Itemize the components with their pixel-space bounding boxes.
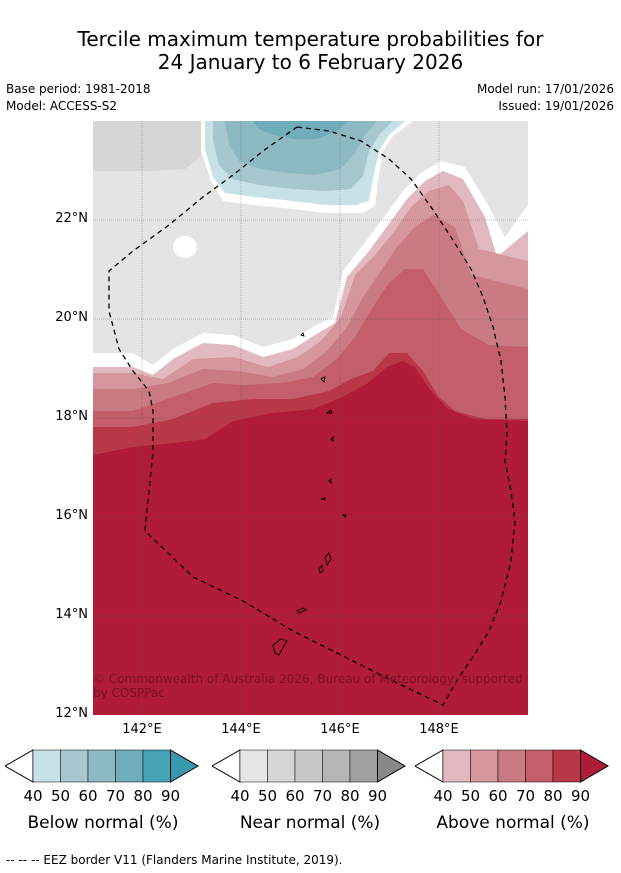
graticule <box>93 121 528 715</box>
cbar-near-low-extend <box>212 749 241 783</box>
probability-map <box>93 121 528 715</box>
cbar-below-low-extend <box>5 749 34 783</box>
cbar-below-tick: 70 <box>105 787 126 805</box>
title-line-1: Tercile maximum temperature probabilitie… <box>77 27 544 51</box>
cbar-near-tick: 50 <box>257 787 278 805</box>
cbar-near-60 <box>294 749 323 783</box>
cbar-below-title: Below normal (%) <box>27 813 179 833</box>
below-normal-60 <box>225 121 377 175</box>
page-title: Tercile maximum temperature probabilitie… <box>0 28 621 74</box>
cbar-above-title: Above normal (%) <box>436 813 590 833</box>
cbar-above-tick: 40 <box>433 787 453 805</box>
lat-label-14n: 14°N <box>55 607 88 622</box>
islands <box>272 332 347 656</box>
cbar-near-tick: 80 <box>340 787 360 805</box>
cbar-below-tick: 40 <box>23 787 43 805</box>
cbar-above-high-extend <box>580 749 609 783</box>
island-saipan <box>324 552 332 567</box>
cbar-below-70 <box>115 749 144 783</box>
issued-date: Issued: 19/01/2026 <box>498 99 614 113</box>
copyright-notice: © Commonwealth of Australia 2026, Bureau… <box>93 672 523 700</box>
lat-label-22n: 22°N <box>55 211 88 226</box>
cbar-above-tick: 70 <box>515 787 536 805</box>
model-name: Model: ACCESS-S2 <box>6 99 118 113</box>
cbar-near-title: Near normal (%) <box>239 813 381 833</box>
island-alamagan <box>330 435 334 443</box>
island-tinian <box>318 563 324 574</box>
cbar-near-40 <box>239 749 268 783</box>
colorbar-below-normal <box>5 749 199 783</box>
lon-label-146e: 146°E <box>320 722 360 737</box>
lon-label-148e: 148°E <box>419 722 459 737</box>
lon-label-144e: 144°E <box>221 722 261 737</box>
cbar-below-tick: 80 <box>133 787 153 805</box>
cbar-below-60 <box>87 749 116 783</box>
island-sarigan <box>328 477 332 485</box>
near-normal-50-patch <box>93 121 201 171</box>
lon-label-142e: 142°E <box>122 722 162 737</box>
cbar-near-70 <box>322 749 351 783</box>
cbar-below-40 <box>32 749 61 783</box>
cbar-near-tick: 90 <box>367 787 388 805</box>
island-maug <box>300 332 305 337</box>
cbar-near-80 <box>349 749 378 783</box>
cbar-above-tick: 90 <box>570 787 591 805</box>
island-pagan <box>320 376 326 383</box>
no-data-patch <box>173 236 197 258</box>
lat-label-12n: 12°N <box>55 706 88 721</box>
cbar-above-50 <box>470 749 499 783</box>
island-aguijan <box>320 497 326 501</box>
cbar-near-high-extend <box>377 749 406 783</box>
cbar-above-low-extend <box>415 749 444 783</box>
island-guam <box>272 638 288 656</box>
cbar-below-tick: 50 <box>50 787 71 805</box>
meta-right: Model run: 17/01/2026 Issued: 19/01/2026 <box>477 81 614 115</box>
base-period: Base period: 1981-2018 <box>6 82 151 96</box>
eez-footnote: -- -- -- EEZ border V11 (Flanders Marine… <box>6 853 343 867</box>
below-normal-70 <box>253 121 349 139</box>
lat-label-20n: 20°N <box>55 310 88 325</box>
above-normal-90 <box>93 361 528 715</box>
lat-label-18n: 18°N <box>55 409 88 424</box>
lat-label-16n: 16°N <box>55 508 88 523</box>
cbar-above-70 <box>525 749 554 783</box>
cbar-near-tick: 60 <box>285 787 305 805</box>
meta-left: Base period: 1981-2018 Model: ACCESS-S2 <box>6 81 151 115</box>
cbar-below-tick: 60 <box>78 787 98 805</box>
cbar-below-80 <box>142 749 171 783</box>
colorbar-near-normal <box>212 749 406 783</box>
model-run: Model run: 17/01/2026 <box>476 82 614 96</box>
cbar-below-high-extend <box>170 749 199 783</box>
cbar-near-tick: 40 <box>230 787 250 805</box>
cbar-above-tick: 60 <box>488 787 508 805</box>
cbar-above-40 <box>442 749 471 783</box>
colorbar-above-normal <box>415 749 609 783</box>
island-anatahan <box>341 514 347 518</box>
island-rota <box>296 607 307 614</box>
eez-border <box>108 126 516 706</box>
cbar-below-tick: 90 <box>160 787 181 805</box>
cbar-below-50 <box>60 749 89 783</box>
title-line-2: 24 January to 6 February 2026 <box>157 50 464 74</box>
cbar-above-tick: 50 <box>460 787 481 805</box>
cbar-above-tick: 80 <box>543 787 563 805</box>
cbar-near-tick: 70 <box>312 787 333 805</box>
cbar-near-50 <box>267 749 296 783</box>
island-farallon <box>325 409 333 414</box>
cbar-above-80 <box>552 749 581 783</box>
cbar-above-60 <box>497 749 526 783</box>
